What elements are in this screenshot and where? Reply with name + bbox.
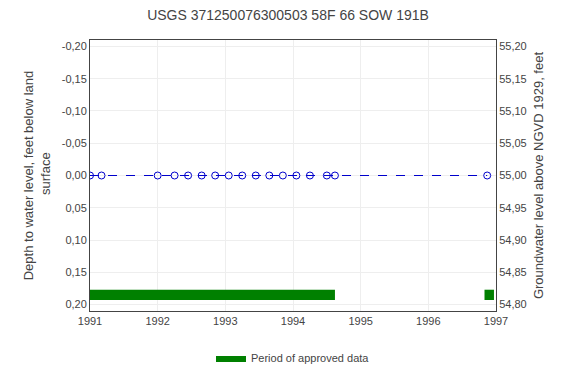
svg-text:0,00: 0,00 xyxy=(65,169,86,181)
svg-text:1992: 1992 xyxy=(145,315,169,327)
svg-text:Depth to water level, feet bel: Depth to water level, feet below land su… xyxy=(21,71,53,281)
svg-text:55,00: 55,00 xyxy=(499,169,527,181)
svg-text:55,10: 55,10 xyxy=(499,105,527,117)
svg-text:USGS 371250076300503 58F 66 SO: USGS 371250076300503 58F 66 SOW 191B xyxy=(147,7,429,23)
svg-text:1993: 1993 xyxy=(213,315,237,327)
svg-text:0,15: 0,15 xyxy=(65,266,86,278)
svg-text:-0,10: -0,10 xyxy=(62,105,87,117)
svg-text:55,15: 55,15 xyxy=(499,73,527,85)
svg-text:55,05: 55,05 xyxy=(499,137,527,149)
svg-text:Period of approved data: Period of approved data xyxy=(251,352,369,364)
svg-text:1995: 1995 xyxy=(348,315,372,327)
svg-text:55,20: 55,20 xyxy=(499,40,527,52)
svg-text:1994: 1994 xyxy=(281,315,305,327)
svg-text:-0,15: -0,15 xyxy=(62,73,87,85)
svg-text:0,05: 0,05 xyxy=(65,202,86,214)
svg-text:-0,20: -0,20 xyxy=(62,40,87,52)
svg-text:54,90: 54,90 xyxy=(499,234,527,246)
svg-text:Groundwater level above NGVD 1: Groundwater level above NGVD 1929, feet xyxy=(531,52,546,300)
svg-text:54,95: 54,95 xyxy=(499,202,527,214)
svg-text:1997: 1997 xyxy=(484,315,508,327)
svg-text:-0,05: -0,05 xyxy=(62,137,87,149)
svg-text:1991: 1991 xyxy=(78,315,102,327)
svg-text:0,20: 0,20 xyxy=(65,298,86,310)
svg-text:0,10: 0,10 xyxy=(65,234,86,246)
svg-text:1996: 1996 xyxy=(416,315,440,327)
svg-text:54,85: 54,85 xyxy=(499,266,527,278)
svg-text:54,80: 54,80 xyxy=(499,298,527,310)
